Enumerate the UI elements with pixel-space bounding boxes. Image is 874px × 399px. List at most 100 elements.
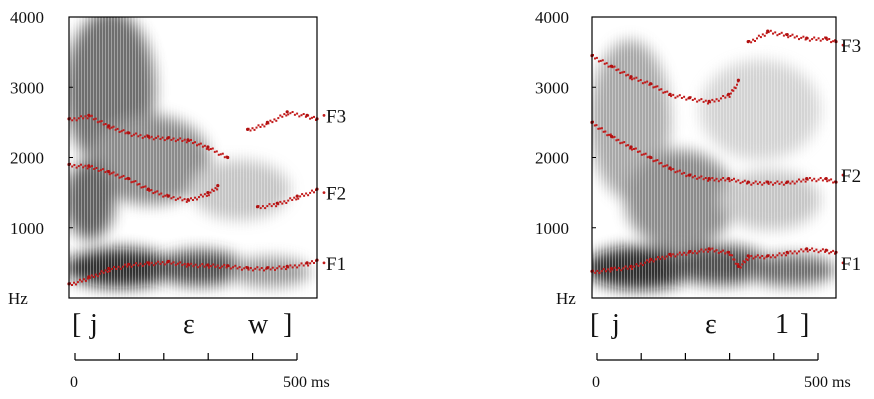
formant-point <box>597 127 600 130</box>
formant-point <box>118 176 121 179</box>
formant-point <box>657 256 660 259</box>
formant-point <box>73 117 76 120</box>
formant-point <box>715 98 718 101</box>
formant-point <box>209 191 212 194</box>
formant-point <box>785 180 789 184</box>
formant-point <box>207 148 210 151</box>
formant-point <box>795 35 798 38</box>
formant-point <box>194 196 196 199</box>
formant-point <box>772 183 774 186</box>
formant-point <box>289 112 292 115</box>
formant-point <box>313 262 315 264</box>
formant-point <box>621 71 624 74</box>
formant-point <box>804 180 807 183</box>
formant-point <box>811 179 814 182</box>
formant-point <box>674 255 677 258</box>
formant-point <box>754 180 757 183</box>
formant-point <box>73 164 76 166</box>
formant-point <box>782 252 785 255</box>
formant-point <box>311 189 313 192</box>
left-spectrogram-energy <box>69 17 317 298</box>
formant-point <box>732 89 735 92</box>
formant-point <box>259 126 262 128</box>
formant-point <box>279 200 282 203</box>
formant-point <box>680 97 683 99</box>
formant-point <box>649 155 653 160</box>
formant-point <box>824 248 828 252</box>
formant-point <box>619 72 622 74</box>
formant-point <box>190 197 192 200</box>
formant-point <box>185 141 188 144</box>
formant-point <box>80 280 83 283</box>
formant-point <box>778 182 781 185</box>
formant-point <box>787 36 790 39</box>
formant-point <box>236 267 239 270</box>
formant-point <box>181 140 184 142</box>
formant-point <box>727 92 731 96</box>
formant-point <box>157 260 160 263</box>
formant-point <box>132 264 135 266</box>
formant-point <box>746 259 749 261</box>
formant-point <box>146 187 150 191</box>
formant-point <box>240 268 243 271</box>
formant-point <box>727 250 731 254</box>
formant-point <box>785 250 789 254</box>
formant-point <box>87 113 91 117</box>
formant-point <box>680 172 683 175</box>
formant-track-f1 <box>590 247 838 274</box>
formant-point <box>183 262 186 265</box>
formant-point <box>607 268 610 271</box>
formant-point <box>99 169 102 172</box>
formant-point <box>678 169 681 172</box>
formant-point <box>238 266 241 269</box>
formant-point <box>186 198 190 202</box>
formant-point <box>728 253 731 256</box>
formant-point <box>139 262 142 265</box>
formant-point <box>243 267 246 270</box>
formant-point <box>597 60 600 63</box>
formant-point <box>225 266 228 269</box>
formant-point <box>819 177 822 179</box>
formant-point <box>275 201 279 205</box>
formant-point <box>819 39 822 42</box>
formant-point <box>150 135 153 138</box>
formant-point <box>107 266 111 271</box>
formant-point <box>215 150 218 153</box>
formant-point <box>196 198 198 201</box>
formant-point <box>604 130 607 133</box>
formant-point <box>728 95 731 98</box>
formant-point <box>274 268 276 271</box>
formant-point <box>817 37 820 40</box>
formant-point <box>808 177 811 179</box>
formant-point <box>700 175 703 178</box>
formant-point <box>84 279 87 282</box>
formant-point <box>798 38 800 41</box>
formant-point <box>122 174 125 177</box>
formant-label-f2: F2 <box>841 166 861 187</box>
formant-point <box>761 183 764 186</box>
formant-point <box>793 250 796 253</box>
formant-point <box>733 258 736 261</box>
formant-point <box>713 250 716 253</box>
formant-point <box>648 260 651 263</box>
formant-point <box>737 263 740 265</box>
formant-point <box>97 170 100 172</box>
formant-point <box>229 267 232 270</box>
formant-point <box>830 251 833 254</box>
formant-point <box>785 254 787 257</box>
formant-point <box>164 194 167 197</box>
formant-point <box>739 266 742 269</box>
formant-point <box>275 119 278 122</box>
formant-point <box>296 266 299 269</box>
formant-point <box>795 180 798 183</box>
formant-point <box>177 262 179 265</box>
formant-point <box>141 264 144 267</box>
formant-point <box>665 255 668 258</box>
formant-point <box>698 99 701 102</box>
formant-point <box>117 265 120 268</box>
formant-point <box>599 59 602 62</box>
formant-point <box>181 264 184 267</box>
formant-point <box>114 174 117 177</box>
formant-point <box>759 181 761 184</box>
formant-point <box>201 195 204 198</box>
